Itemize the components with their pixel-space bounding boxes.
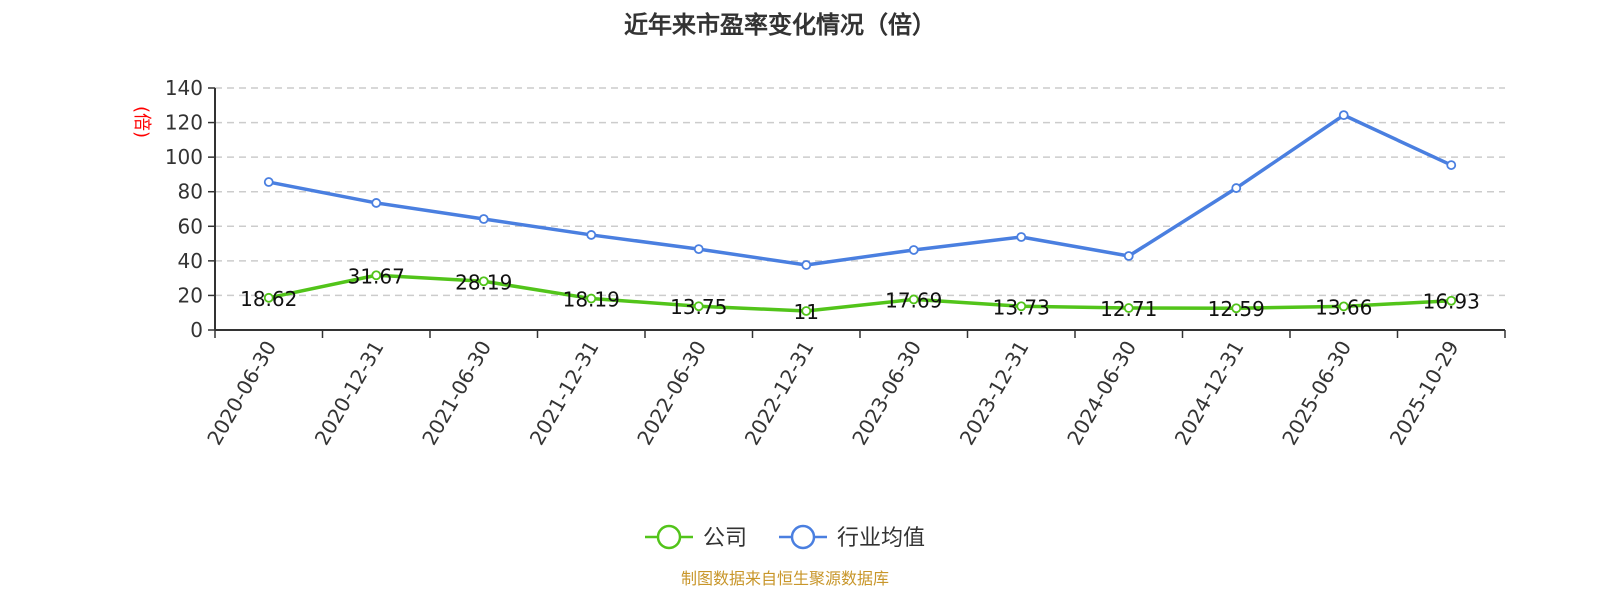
x-tick-label: 2024-06-30	[1062, 337, 1141, 450]
x-tick-label: 2020-12-31	[310, 337, 389, 450]
y-tick-label: 0	[190, 318, 203, 342]
legend[interactable]: 公司 行业均值	[645, 524, 925, 551]
legend-label: 公司	[703, 526, 747, 551]
y-tick-label: 100	[165, 145, 203, 169]
x-tick-label: 2024-12-31	[1170, 337, 1249, 450]
data-point	[1016, 301, 1027, 312]
data-point	[1123, 303, 1134, 313]
data-point	[1446, 295, 1457, 306]
data-label: 13.66	[1315, 295, 1372, 319]
series-line	[268, 113, 1452, 267]
data-label: 13.73	[993, 295, 1050, 319]
x-tick-label: 2020-06-30	[202, 337, 281, 450]
data-label: 12.71	[1100, 297, 1157, 321]
y-tick-label: 40	[178, 249, 203, 273]
grid-lines	[215, 87, 1505, 297]
data-point	[1446, 160, 1457, 170]
data-label: 18.62	[240, 287, 297, 311]
series-line	[268, 273, 1452, 313]
legend-label: 行业均值	[837, 526, 925, 551]
y-axis-label: (倍)	[131, 106, 152, 138]
data-label: 31.67	[348, 264, 405, 288]
data-point	[693, 301, 704, 312]
data-point	[1123, 251, 1134, 261]
data-point	[263, 292, 274, 303]
data-label: 12.59	[1208, 297, 1265, 321]
x-tick-label: 2021-12-31	[525, 337, 604, 450]
x-tick-label: 2025-06-30	[1277, 337, 1356, 450]
data-point	[1016, 232, 1027, 242]
y-tick-label: 20	[178, 283, 203, 307]
y-tick-label: 60	[178, 214, 203, 238]
data-point	[1231, 183, 1242, 193]
data-point	[371, 270, 382, 281]
series-group: 18.62 31.67 28.19 18.19 13.75 11 17.69 13.73 12.…	[240, 110, 1480, 324]
x-tick-label: 2023-06-30	[847, 337, 926, 450]
data-point	[1338, 110, 1349, 121]
data-point	[478, 276, 489, 287]
legend-circle-icon	[656, 524, 682, 550]
data-point	[371, 198, 382, 208]
data-point	[263, 177, 274, 187]
data-point	[586, 293, 597, 304]
data-point	[478, 214, 489, 224]
data-label: 17.69	[885, 288, 942, 312]
data-point	[1231, 303, 1242, 314]
legend-item[interactable]: 行业均值	[779, 524, 925, 551]
chart-title: 近年来市盈率变化情况（倍）	[624, 11, 936, 39]
data-point	[801, 306, 812, 316]
data-label: 28.19	[455, 270, 512, 294]
data-point	[908, 294, 919, 305]
y-tick-label: 140	[165, 76, 203, 100]
x-tick-label: 2022-06-30	[632, 337, 711, 450]
legend-item[interactable]: 公司	[645, 524, 747, 551]
data-label: 13.75	[670, 295, 727, 319]
x-tick-label: 2023-12-31	[955, 337, 1034, 450]
data-point	[908, 245, 919, 255]
data-point	[1338, 301, 1349, 312]
x-tick-label: 2022-12-31	[740, 337, 819, 450]
y-tick-label: 120	[165, 111, 203, 135]
x-tick-label: 2021-06-30	[417, 337, 496, 450]
y-tick-label: 80	[178, 180, 203, 204]
data-source-note: 制图数据来自恒生聚源数据库	[681, 569, 889, 588]
data-point	[586, 230, 597, 240]
data-label: 16.93	[1423, 290, 1480, 314]
data-label: 11	[794, 300, 819, 324]
legend-circle-icon	[790, 524, 816, 550]
data-label: 18.19	[563, 288, 620, 312]
data-point	[693, 244, 704, 255]
x-tick-label: 2025-10-29	[1385, 337, 1464, 450]
data-point	[801, 260, 812, 270]
